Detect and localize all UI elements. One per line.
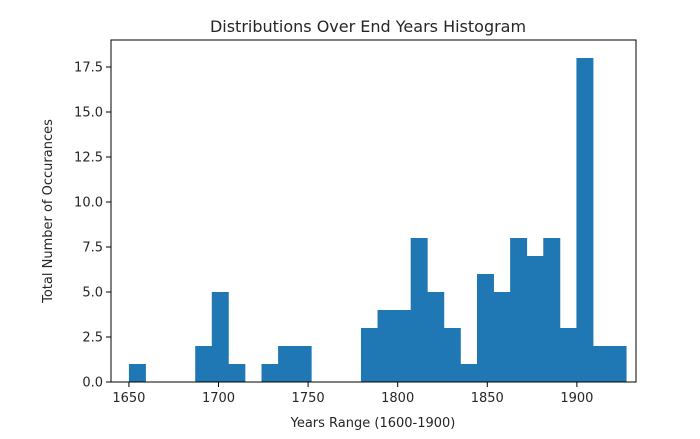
y-tick-label: 12.5	[74, 151, 103, 166]
histogram-bar	[394, 310, 412, 382]
y-tick-label: 7.5	[82, 241, 103, 256]
y-axis-ticks: 0.0 2.5 5.0 7.5 10.0 12.5 15.0 17.5	[74, 61, 111, 391]
y-axis-label: Total Number of Occurances	[41, 119, 56, 304]
y-tick-label: 15.0	[74, 106, 103, 121]
histogram-bar	[410, 238, 428, 382]
histogram-bar	[592, 346, 610, 382]
bars-group	[128, 58, 627, 382]
histogram-bar	[294, 346, 312, 382]
histogram-bar	[443, 328, 461, 382]
histogram-bar	[360, 328, 378, 382]
y-tick-label: 17.5	[74, 61, 103, 76]
x-axis-label: Years Range (1600-1900)	[290, 416, 456, 431]
x-tick-label: 1800	[381, 391, 414, 406]
histogram-bar	[609, 346, 627, 382]
histogram-bar	[195, 346, 213, 382]
histogram-bar	[128, 364, 146, 382]
x-tick-label: 1700	[202, 391, 235, 406]
histogram-bar	[576, 58, 594, 382]
y-tick-label: 2.5	[82, 331, 103, 346]
histogram-bar	[377, 310, 395, 382]
histogram-bar	[476, 274, 494, 382]
chart-title: Distributions Over End Years Histogram	[210, 17, 526, 36]
y-tick-label: 5.0	[82, 286, 103, 301]
histogram-bar	[493, 292, 511, 382]
histogram-bar	[211, 292, 229, 382]
histogram-bar	[526, 256, 544, 382]
histogram-bar	[228, 364, 246, 382]
x-tick-label: 1750	[292, 391, 325, 406]
x-tick-label: 1650	[112, 391, 145, 406]
histogram-bar	[261, 364, 279, 382]
x-tick-label: 1900	[560, 391, 593, 406]
histogram-bar	[427, 292, 445, 382]
histogram-bar	[559, 328, 577, 382]
x-axis-ticks: 1650 1700 1750 1800 1850 1900	[112, 382, 593, 406]
histogram-bar	[543, 238, 561, 382]
histogram-bar	[460, 364, 478, 382]
plot-frame	[110, 39, 637, 383]
y-tick-label: 10.0	[74, 196, 103, 211]
histogram-bar	[510, 238, 528, 382]
x-tick-label: 1850	[471, 391, 504, 406]
histogram-bar	[278, 346, 296, 382]
y-tick-label: 0.0	[82, 376, 103, 391]
